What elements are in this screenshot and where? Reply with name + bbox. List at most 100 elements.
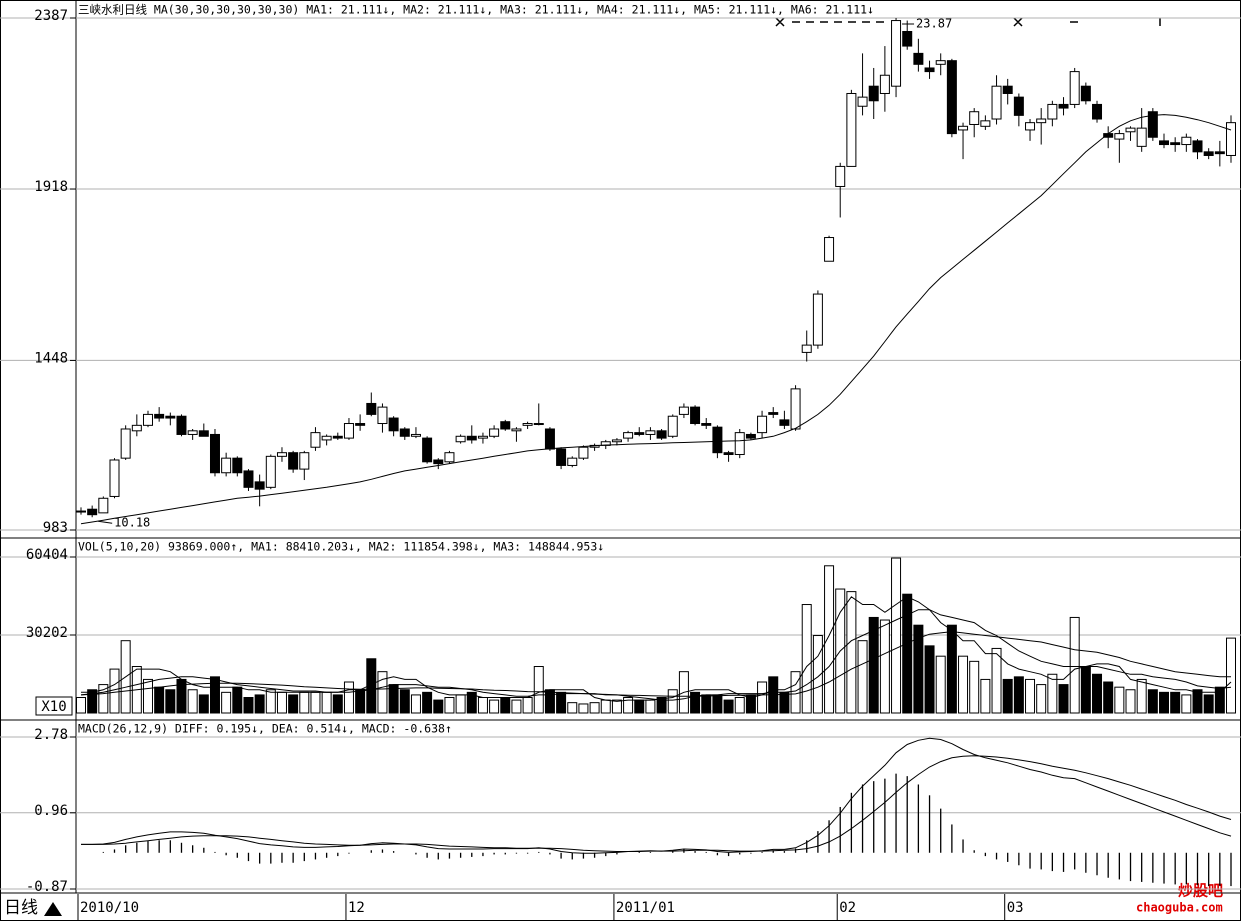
- candle-body: [980, 120, 991, 127]
- candle-body: [913, 52, 924, 65]
- candle-body: [868, 85, 879, 102]
- candle-body: [667, 415, 678, 437]
- y-tick-label: 983: [43, 520, 68, 536]
- volume-bar: [265, 689, 276, 714]
- candle-body: [511, 428, 522, 432]
- candle-body: [1125, 127, 1136, 133]
- volume-bar: [611, 699, 622, 714]
- candle-body: [958, 125, 969, 131]
- volume-bar: [321, 691, 332, 714]
- price-header: 三峡水利日线 MA(30,30,30,30,30,30) MA1: 21.111…: [78, 3, 874, 17]
- volume-bar: [712, 694, 723, 714]
- volume-bar: [142, 678, 153, 714]
- volume-bar: [1002, 678, 1013, 714]
- candle-body: [1013, 96, 1024, 116]
- volume-bar: [946, 624, 957, 714]
- candle-body: [969, 111, 980, 125]
- candle-body: [801, 344, 812, 353]
- volume-bar: [1147, 689, 1158, 714]
- period-arrow[interactable]: [44, 902, 62, 916]
- volume-bar: [1214, 686, 1225, 714]
- volume-bar: [991, 647, 1002, 714]
- candle-body: [433, 459, 444, 465]
- candle-body: [466, 435, 477, 441]
- volume-bar: [254, 694, 265, 714]
- volume-bar: [377, 671, 388, 714]
- y-tick-label: 2387: [34, 8, 68, 24]
- candle-body: [131, 424, 142, 432]
- candle-body: [154, 413, 165, 419]
- volume-bar: [958, 655, 969, 714]
- volume-bar: [500, 697, 511, 714]
- volume-bar: [556, 691, 567, 714]
- ma-line: [80, 114, 1232, 525]
- period-label[interactable]: 日线: [4, 898, 38, 918]
- volume-bar: [198, 694, 209, 714]
- volume-ma-line: [80, 609, 1232, 701]
- dea-line: [81, 755, 1232, 852]
- candle-body: [723, 452, 734, 456]
- volume-bar: [935, 655, 946, 714]
- volume-bar: [824, 565, 835, 714]
- candle-body: [1170, 142, 1181, 146]
- watermark-site: chaoguba.com: [1136, 901, 1223, 915]
- candle-body: [522, 423, 533, 426]
- candle-body: [846, 92, 857, 167]
- volume-bar: [165, 689, 176, 714]
- candle-body: [489, 428, 500, 437]
- candle-body: [366, 402, 377, 415]
- candle-body: [857, 96, 868, 107]
- y-tick-label: -0.87: [26, 879, 68, 895]
- x-tick-label: 2010/10: [80, 900, 139, 916]
- volume-bar: [913, 624, 924, 714]
- candle-body: [1114, 133, 1125, 140]
- volume-bar: [857, 640, 868, 714]
- candle-body: [902, 30, 913, 47]
- volume-bar: [299, 691, 310, 714]
- candle-body: [198, 430, 209, 437]
- volume-bar: [924, 645, 935, 714]
- volume-bar: [902, 593, 913, 714]
- candle-body: [455, 435, 466, 443]
- volume-bar: [790, 671, 801, 714]
- unit-label: X10: [41, 699, 66, 715]
- candle-body: [544, 428, 555, 450]
- volume-bar: [76, 697, 86, 714]
- candle-body: [265, 455, 276, 488]
- candle-body: [812, 293, 823, 346]
- annotation: 23.87: [916, 17, 952, 31]
- volume-bar: [1114, 686, 1125, 714]
- volume-bar: [522, 697, 533, 714]
- candle-body: [1047, 103, 1058, 120]
- candle-body: [500, 421, 511, 430]
- candle-body: [1147, 111, 1158, 138]
- y-tick-label: 1448: [34, 350, 68, 366]
- annotation-arrow: [98, 520, 113, 524]
- volume-bar: [87, 689, 98, 714]
- volume-bar: [634, 699, 645, 714]
- volume-bar: [567, 702, 578, 714]
- candle-body: [924, 67, 935, 73]
- candle-body: [623, 432, 634, 439]
- candle-body: [299, 452, 310, 470]
- candle-body: [1058, 103, 1069, 109]
- candle-body: [790, 388, 801, 430]
- candle-body: [142, 413, 153, 426]
- volume-bar: [656, 697, 667, 714]
- candle-body: [891, 20, 902, 87]
- volume-bar: [422, 691, 433, 714]
- candle-body: [187, 430, 198, 435]
- candle-body: [567, 457, 578, 466]
- candle-body: [1092, 103, 1103, 120]
- signal-markers: [775, 17, 1161, 27]
- candle-body: [1025, 122, 1036, 131]
- candle-body: [757, 415, 768, 434]
- candle-body: [946, 60, 957, 135]
- volume-bar: [701, 694, 712, 714]
- candle-body: [1002, 85, 1013, 94]
- candle-body: [332, 435, 343, 439]
- volume-bar: [154, 686, 165, 714]
- volume-bar: [466, 691, 477, 714]
